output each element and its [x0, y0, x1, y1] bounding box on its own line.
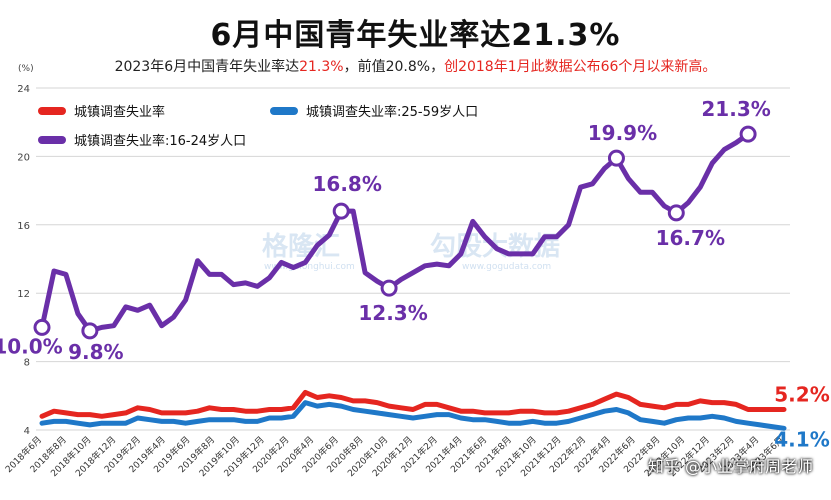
annotation-label-0: 10.0%: [0, 334, 63, 358]
annotation-marker-4: [607, 149, 625, 167]
annotation-marker-0: [33, 318, 51, 336]
legend-label-16-24: 城镇调查失业率:16-24岁人口: [74, 134, 247, 149]
annotation-label-7: 5.2%: [774, 382, 829, 406]
y-tick-label-8: 8: [24, 358, 30, 369]
legend-swatch-25-59: [270, 106, 298, 115]
series-line-1: [39, 400, 787, 431]
annotation-label-5: 16.7%: [656, 226, 725, 250]
y-tick-label-12: 12: [17, 289, 30, 300]
y-tick-label-24: 24: [17, 84, 30, 95]
legend-entry-16-24[interactable]: 城镇调查失业率:16-24岁人口: [38, 130, 246, 149]
legend-entry-urban[interactable]: 城镇调查失业率: [38, 101, 165, 120]
subtitle-highlight-record: 创2018年1月此数据公布66个月以来新高。: [444, 59, 717, 75]
annotation-marker-5: [667, 204, 685, 222]
annotation-label-1: 9.8%: [68, 340, 123, 364]
annotation-marker-6: [739, 125, 757, 143]
y-tick-label-4: 4: [24, 426, 30, 437]
chart-subtitle: 2023年6月中国青年失业率达21.3%，前值20.8%，创2018年1月此数据…: [0, 56, 831, 76]
watermark-brand-sub: www.gogudata.com: [462, 262, 552, 272]
annotation-label-6: 21.3%: [701, 97, 770, 121]
annotation-marker-1: [81, 322, 99, 340]
annotation-label-2: 16.8%: [312, 172, 381, 196]
annotation-label-4: 19.9%: [588, 121, 657, 145]
annotation-marker-2: [332, 202, 350, 220]
chart-title: 6月中国青年失业率达21.3%: [210, 18, 621, 53]
y-tick-label-20: 20: [17, 152, 30, 163]
subtitle-part-1: 2023年6月中国青年失业率达: [114, 59, 300, 75]
watermark-logo-sub: www.gelonghui.com: [264, 262, 355, 272]
subtitle-part-3: ，前值20.8%，: [343, 59, 445, 75]
legend-swatch-16-24: [38, 135, 66, 144]
series-line-0: [39, 389, 787, 419]
annotation-label-8: 4.1%: [774, 427, 829, 451]
legend-swatch-urban: [38, 106, 66, 115]
subtitle-highlight-rate: 21.3%: [299, 59, 344, 75]
legend-label-urban: 城镇调查失业率: [74, 105, 166, 120]
annotation-marker-3: [380, 279, 398, 297]
annotation-label-3: 12.3%: [358, 301, 427, 325]
legend-label-25-59: 城镇调查失业率:25-59岁人口: [306, 105, 479, 120]
source-credit: 知乎 @小业掌府周老师: [647, 457, 813, 476]
legend-entry-25-59[interactable]: 城镇调查失业率:25-59岁人口: [270, 101, 478, 120]
y-tick-label-16: 16: [17, 221, 30, 232]
y-axis-unit: (%): [18, 64, 34, 74]
